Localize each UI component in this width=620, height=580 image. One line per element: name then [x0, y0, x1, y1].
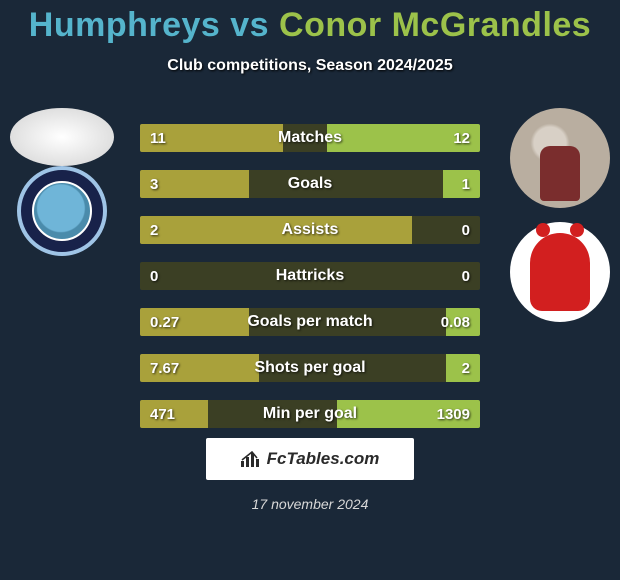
- stat-bar-left: [140, 354, 259, 382]
- stat-bar-right: [446, 354, 480, 382]
- stat-bar-left: [140, 400, 208, 428]
- stat-row: 7.672Shots per goal: [140, 354, 480, 382]
- stat-bar-right: [337, 400, 480, 428]
- stat-bar-left: [140, 124, 283, 152]
- player-photo-right: [510, 108, 610, 208]
- club-badge-left: [17, 166, 107, 256]
- stat-row: 31Goals: [140, 170, 480, 198]
- stat-bar-left: [140, 308, 249, 336]
- brand-badge: FcTables.com: [206, 438, 414, 480]
- stat-row: 4711309Min per goal: [140, 400, 480, 428]
- stats-bars: 1112Matches31Goals20Assists00Hattricks0.…: [140, 124, 480, 446]
- title-left: Humphreys: [29, 6, 221, 44]
- club-badge-right: [510, 222, 610, 322]
- stat-value-left: 0: [140, 262, 168, 290]
- page-title: Humphreys vs Conor McGrandles: [0, 0, 620, 45]
- stat-row: 0.270.08Goals per match: [140, 308, 480, 336]
- brand-chart-icon: [241, 451, 261, 467]
- stat-value-right: 0: [452, 262, 480, 290]
- stat-row: 20Assists: [140, 216, 480, 244]
- stat-row: 0 0Hattricks: [140, 262, 480, 290]
- stat-bar-left: [140, 170, 249, 198]
- brand-text: FcTables.com: [267, 449, 380, 469]
- stat-bar-right: [443, 170, 480, 198]
- stat-row: 1112Matches: [140, 124, 480, 152]
- stat-bar-right: [327, 124, 480, 152]
- footer-date: 17 november 2024: [0, 496, 620, 512]
- stat-label: Hattricks: [140, 262, 480, 290]
- right-badges: [510, 108, 610, 336]
- infographic: Humphreys vs Conor McGrandles Club compe…: [0, 0, 620, 580]
- stat-bar-left: [140, 216, 412, 244]
- title-vs: vs: [220, 6, 279, 44]
- subtitle: Club competitions, Season 2024/2025: [0, 57, 620, 75]
- title-right: Conor McGrandles: [279, 6, 591, 44]
- stat-bar-right: [446, 308, 480, 336]
- stat-value-right: 0: [452, 216, 480, 244]
- left-badges: [10, 108, 114, 270]
- player-photo-left: [10, 108, 114, 166]
